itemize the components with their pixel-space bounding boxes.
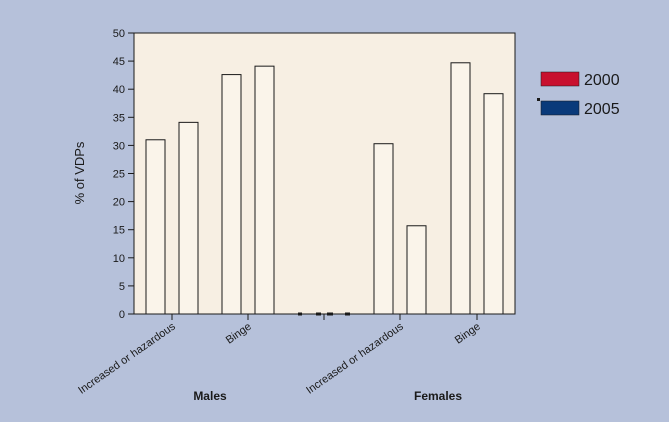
x-category-labels: Increased or hazardous Binge Increased or … (76, 314, 483, 397)
bar-2000 (450, 62, 471, 315)
y-tick-label: 0 (119, 309, 125, 321)
group-label-females: Females (414, 389, 462, 403)
y-axis: 0 5 10 15 20 25 30 35 40 45 50 (113, 28, 134, 321)
y-tick-label: 50 (113, 28, 125, 40)
y-tick-label: 30 (113, 140, 125, 152)
bar-2005 (483, 93, 504, 315)
legend-swatch-2005 (540, 100, 580, 116)
x-tick-label: Increased or hazardous (76, 320, 178, 396)
y-tick-label: 10 (113, 253, 125, 265)
y-tick-label: 15 (113, 225, 125, 237)
bar-2005 (254, 65, 275, 315)
bars (145, 62, 504, 315)
bar-2005 (178, 121, 199, 315)
x-tick-label: Increased or hazardous (304, 320, 406, 396)
y-tick-label: 20 (113, 197, 125, 209)
legend-label-2000: 2000 (584, 72, 620, 89)
legend-swatch-2000 (540, 71, 580, 87)
axis-break-marks (298, 312, 350, 320)
bar-2005 (406, 225, 427, 315)
y-tick-label: 25 (113, 169, 125, 181)
legend-label-2005: 2005 (584, 101, 620, 118)
y-tick-label: 5 (119, 281, 125, 293)
y-tick-label: 45 (113, 56, 125, 68)
group-label-males: Males (193, 389, 227, 403)
legend: 2000 2005 (537, 71, 620, 118)
x-tick-label: Binge (453, 321, 483, 347)
y-axis-title: % of VDPs (72, 141, 87, 204)
y-tick-label: 40 (113, 84, 125, 96)
legend-marker-dot (537, 98, 540, 101)
bar-2000 (221, 74, 242, 315)
bar-2000 (373, 143, 394, 315)
bar-2000 (145, 139, 166, 315)
x-tick-label: Binge (224, 321, 254, 347)
y-tick-label: 35 (113, 112, 125, 124)
